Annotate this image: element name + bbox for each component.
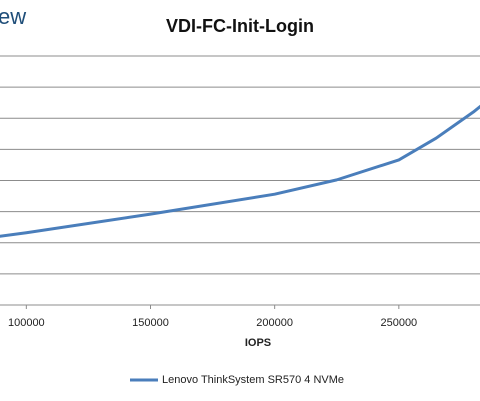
x-tick-label: 250000	[380, 317, 417, 329]
x-axis-title: IOPS	[245, 337, 271, 349]
x-tick-label: 200000	[256, 317, 293, 329]
legend-label: Lenovo ThinkSystem SR570 4 NVMe	[162, 374, 344, 386]
x-tick-label: 150000	[132, 317, 169, 329]
line-series	[0, 104, 480, 238]
x-tick-label: 100000	[8, 317, 45, 329]
chart-title: VDI-FC-Init-Login	[166, 16, 314, 36]
logo: ew	[0, 4, 26, 29]
